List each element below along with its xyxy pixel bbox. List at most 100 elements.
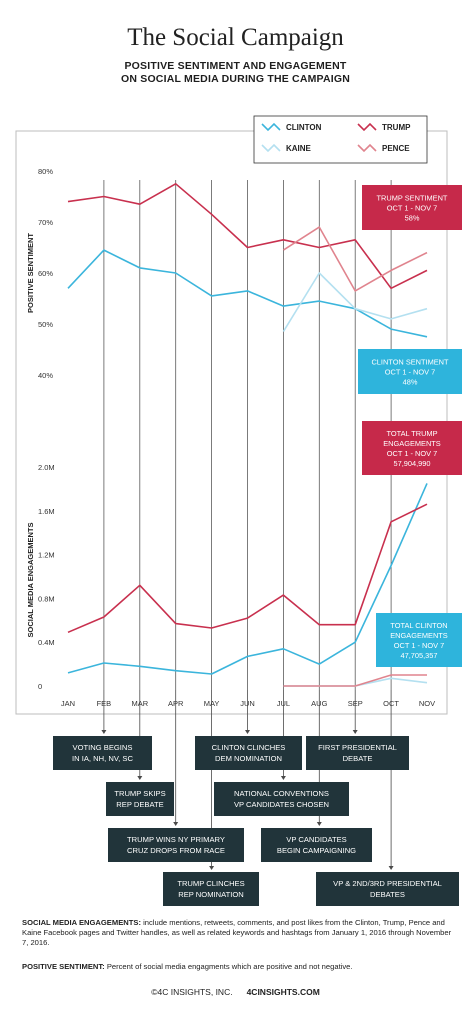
sentiment-ytick: 50% (38, 320, 53, 329)
legend: CLINTON TRUMP KAINE PENCE (253, 115, 428, 164)
callout-text: ENGAGEMENTS (383, 439, 441, 448)
event-box-8: VP CANDIDATES BEGIN CAMPAIGNING (261, 828, 372, 862)
xtick-sep: SEP (348, 699, 363, 708)
event-box-9: VP & 2ND/3RD PRESIDENTIAL DEBATES (316, 872, 459, 906)
event-leader-arrow (388, 866, 394, 870)
event-text: VP CANDIDATES (286, 835, 346, 844)
legend-swatch-pence (357, 143, 377, 153)
callout-text: TOTAL TRUMP (386, 429, 437, 438)
xtick-mar: MAR (131, 699, 148, 708)
xtick-apr: APR (168, 699, 184, 708)
callout-text: ENGAGEMENTS (390, 631, 448, 640)
credit-company: ©4C INSIGHTS, INC. (151, 987, 233, 997)
callout-box (362, 185, 462, 230)
event-text: DEM NOMINATION (215, 754, 282, 763)
legend-label-kaine: KAINE (286, 144, 312, 153)
event-box-4: TRUMP CLINCHES REP NOMINATION (163, 872, 259, 906)
legend-label-clinton: CLINTON (286, 123, 322, 132)
xtick-nov: NOV (419, 699, 435, 708)
legend-swatch-kaine (261, 143, 281, 153)
event-text: REP DEBATE (116, 800, 163, 809)
callout-text: OCT 1 - NOV 7 (387, 204, 437, 213)
event-box-bg (106, 782, 174, 816)
legend-swatch-trump (357, 122, 377, 132)
callout-text: OCT 1 - NOV 7 (387, 449, 437, 458)
event-text: DEBATES (370, 890, 405, 899)
xtick-jun: JUN (240, 699, 255, 708)
event-text: BEGIN CAMPAIGNING (277, 846, 356, 855)
sentiment-ytick: 40% (38, 371, 53, 380)
event-leader-arrow (137, 776, 143, 780)
engagement-ytick: 0.8M (38, 594, 55, 603)
event-text: DEBATE (343, 754, 373, 763)
footnote-engagements-text: include mentions, retweets, comments, an… (22, 918, 452, 947)
event-text: TRUMP WINS NY PRIMARY (127, 835, 225, 844)
xtick-jul: JUL (277, 699, 290, 708)
callout-text: 57,904,990 (394, 459, 431, 468)
event-text: CLINTON CLINCHES (212, 743, 286, 752)
callout-text: 58% (405, 214, 420, 223)
event-box-1: VOTING BEGINS IN IA, NH, NV, SC (53, 736, 152, 770)
footnote-engagements: SOCIAL MEDIA ENGAGEMENTS: include mentio… (22, 918, 452, 948)
event-text: REP NOMINATION (178, 890, 244, 899)
callout-box (358, 349, 462, 394)
page-title: The Social Campaign (127, 24, 344, 51)
event-leader-arrow (245, 730, 250, 734)
callout-text: TOTAL CLINTON (390, 621, 447, 630)
event-leader-arrow (352, 730, 358, 734)
event-box-3: TRUMP WINS NY PRIMARY CRUZ DROPS FROM RAC… (108, 828, 244, 862)
event-text: FIRST PRESIDENTIAL (318, 743, 397, 752)
event-box-bg (306, 736, 409, 770)
event-text: TRUMP CLINCHES (177, 879, 244, 888)
callout-text: 47,705,357 (401, 651, 438, 660)
sentiment-series-trump (67, 183, 428, 290)
footnote-engagements-label: SOCIAL MEDIA ENGAGEMENTS: (22, 918, 141, 927)
event-box-bg (53, 736, 152, 770)
event-box-bg (195, 736, 302, 770)
event-text: VP & 2ND/3RD PRESIDENTIAL (333, 879, 442, 888)
xtick-feb: FEB (97, 699, 112, 708)
engagement-series-trump (67, 503, 428, 634)
event-box-bg (108, 828, 244, 862)
sentiment-ytick: 60% (38, 269, 53, 278)
subtitle-line-1: POSITIVE SENTIMENT AND ENGAGEMENT (124, 60, 347, 72)
engagement-ytick: 0 (38, 682, 42, 691)
legend-box (253, 115, 428, 164)
callout-box (362, 421, 462, 475)
event-leader-arrow (280, 776, 286, 780)
legend-swatch-clinton (261, 122, 281, 132)
event-text: CRUZ DROPS FROM RACE (127, 846, 225, 855)
xtick-oct: OCT (383, 699, 399, 708)
xtick-may: MAY (204, 699, 220, 708)
engagement-axis-title: SOCIAL MEDIA ENGAGEMENTS (26, 522, 35, 637)
sentiment-series-kaine (282, 272, 428, 333)
xtick-jan: JAN (61, 699, 75, 708)
credit-line: ©4C INSIGHTS, INC. 4CINSIGHTS.COM (0, 987, 471, 997)
subtitle-line-2: ON SOCIAL MEDIA DURING THE CAMPAIGN (120, 73, 351, 85)
engagement-ytick: 1.6M (38, 507, 55, 516)
sentiment-series-pence (282, 226, 428, 292)
engagement-ytick: 2.0M (38, 463, 55, 472)
sentiment-series-clinton (67, 249, 428, 338)
footnote-sentiment: POSITIVE SENTIMENT: Percent of social me… (22, 962, 452, 972)
legend-label-trump: TRUMP (382, 123, 411, 132)
callout-text: 48% (403, 378, 418, 387)
sentiment-ytick: 80% (38, 167, 53, 176)
event-box-2: TRUMP SKIPS REP DEBATE (106, 782, 174, 816)
event-box-bg (316, 872, 459, 906)
event-text: NATIONAL CONVENTIONS (234, 789, 329, 798)
event-leader-arrow (316, 822, 322, 826)
callout-text: OCT 1 - NOV 7 (394, 641, 444, 650)
credit-site: 4CINSIGHTS.COM (246, 987, 320, 997)
event-text: IN IA, NH, NV, SC (72, 754, 133, 763)
sentiment-ytick: 70% (38, 218, 53, 227)
event-box-5: CLINTON CLINCHES DEM NOMINATION (195, 736, 302, 770)
callout-text: CLINTON SENTIMENT (371, 358, 449, 367)
event-leader-arrow (209, 866, 215, 870)
event-box-6: NATIONAL CONVENTIONS VP CANDIDATES CHOSEN (214, 782, 349, 816)
callout-box (376, 613, 462, 667)
engagement-ytick: 0.4M (38, 638, 55, 647)
